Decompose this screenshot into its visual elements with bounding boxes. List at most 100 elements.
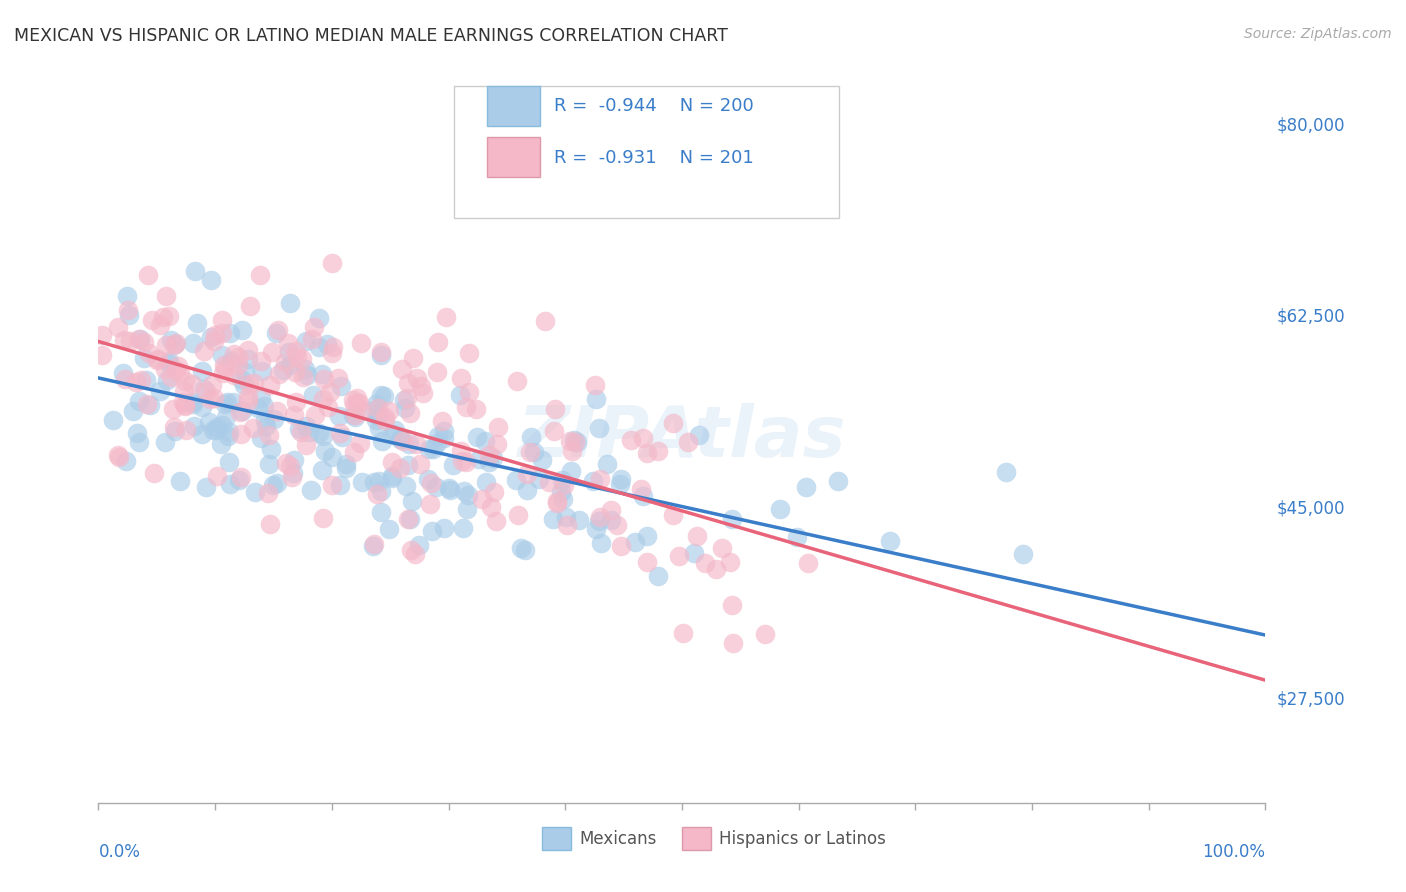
Point	[370, 345, 392, 359]
Point	[610, 539, 633, 553]
Point	[274, 354, 297, 368]
Point	[662, 508, 685, 523]
Point	[589, 472, 612, 486]
Point	[568, 513, 591, 527]
Point	[173, 399, 195, 413]
Point	[506, 508, 529, 522]
Point	[152, 310, 174, 324]
Point	[288, 421, 311, 435]
Point	[167, 359, 190, 374]
Point	[198, 392, 221, 407]
Point	[630, 482, 652, 496]
Point	[193, 382, 215, 396]
Point	[128, 332, 150, 346]
Text: R =  -0.944    N = 200: R = -0.944 N = 200	[554, 97, 754, 115]
Point	[163, 338, 186, 352]
Point	[546, 494, 568, 508]
Point	[486, 419, 509, 434]
Point	[165, 362, 187, 376]
Point	[456, 502, 478, 516]
Text: Source: ZipAtlas.com: Source: ZipAtlas.com	[1244, 27, 1392, 41]
Point	[346, 396, 368, 410]
Point	[228, 474, 250, 488]
Point	[404, 547, 426, 561]
Point	[368, 474, 391, 488]
Point	[312, 429, 335, 443]
Point	[125, 426, 148, 441]
Point	[330, 379, 353, 393]
Point	[183, 397, 205, 411]
Point	[606, 518, 628, 533]
Point	[610, 472, 633, 486]
Point	[620, 434, 643, 448]
Point	[236, 352, 259, 367]
Point	[198, 415, 221, 429]
Point	[271, 363, 294, 377]
Point	[141, 313, 163, 327]
Point	[505, 473, 527, 487]
Point	[181, 394, 204, 409]
Point	[363, 475, 385, 489]
Point	[299, 483, 322, 498]
Point	[298, 425, 321, 439]
Point	[311, 463, 333, 477]
Text: R =  -0.931    N = 201: R = -0.931 N = 201	[554, 149, 754, 167]
Point	[311, 367, 333, 381]
Point	[209, 437, 232, 451]
Point	[564, 434, 586, 448]
Point	[180, 377, 202, 392]
Point	[128, 393, 150, 408]
Point	[585, 392, 607, 407]
Point	[129, 373, 152, 387]
Point	[328, 409, 350, 423]
Point	[419, 475, 441, 490]
Point	[457, 345, 479, 359]
Point	[402, 351, 425, 365]
Point	[222, 395, 245, 409]
Point	[284, 365, 307, 379]
Point	[173, 384, 195, 398]
Point	[297, 368, 319, 382]
Point	[565, 435, 588, 450]
Point	[647, 444, 669, 458]
Point	[363, 402, 385, 417]
Point	[191, 364, 214, 378]
Point	[157, 309, 180, 323]
Point	[101, 413, 124, 427]
Point	[318, 400, 340, 414]
Point	[516, 483, 538, 498]
Point	[125, 375, 148, 389]
Point	[294, 362, 316, 376]
Point	[312, 392, 335, 406]
Point	[457, 488, 479, 502]
Point	[346, 391, 368, 405]
Point	[378, 522, 401, 536]
Point	[389, 432, 412, 446]
Point	[155, 337, 177, 351]
Point	[181, 336, 204, 351]
Point	[308, 310, 330, 325]
Point	[236, 390, 259, 404]
Point	[231, 372, 253, 386]
FancyBboxPatch shape	[541, 827, 571, 850]
Point	[169, 474, 191, 488]
Point	[267, 323, 290, 337]
Point	[283, 453, 305, 467]
Point	[165, 425, 187, 439]
Point	[128, 435, 150, 450]
Point	[160, 333, 183, 347]
Point	[797, 556, 820, 570]
Point	[474, 475, 496, 489]
Point	[250, 353, 273, 368]
Point	[484, 484, 506, 499]
Point	[205, 423, 228, 437]
Point	[550, 484, 572, 499]
Point	[794, 480, 817, 494]
Point	[769, 502, 792, 516]
Point	[538, 475, 561, 489]
Point	[688, 428, 710, 442]
Point	[583, 378, 606, 392]
Point	[243, 484, 266, 499]
Text: $62,500: $62,500	[1277, 308, 1346, 326]
Point	[388, 433, 411, 447]
